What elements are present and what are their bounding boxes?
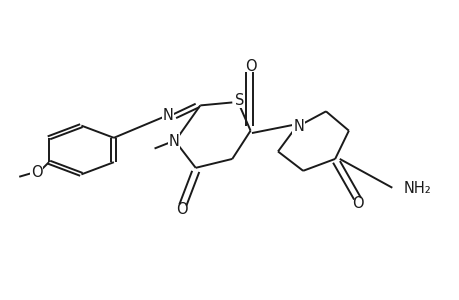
- Text: O: O: [176, 202, 187, 217]
- Text: O: O: [244, 59, 256, 74]
- Text: NH₂: NH₂: [403, 181, 431, 196]
- Text: S: S: [235, 93, 244, 108]
- Text: O: O: [352, 196, 363, 211]
- Text: O: O: [31, 165, 42, 180]
- Text: N: N: [292, 119, 303, 134]
- Text: N: N: [162, 108, 174, 123]
- Text: N: N: [168, 134, 179, 148]
